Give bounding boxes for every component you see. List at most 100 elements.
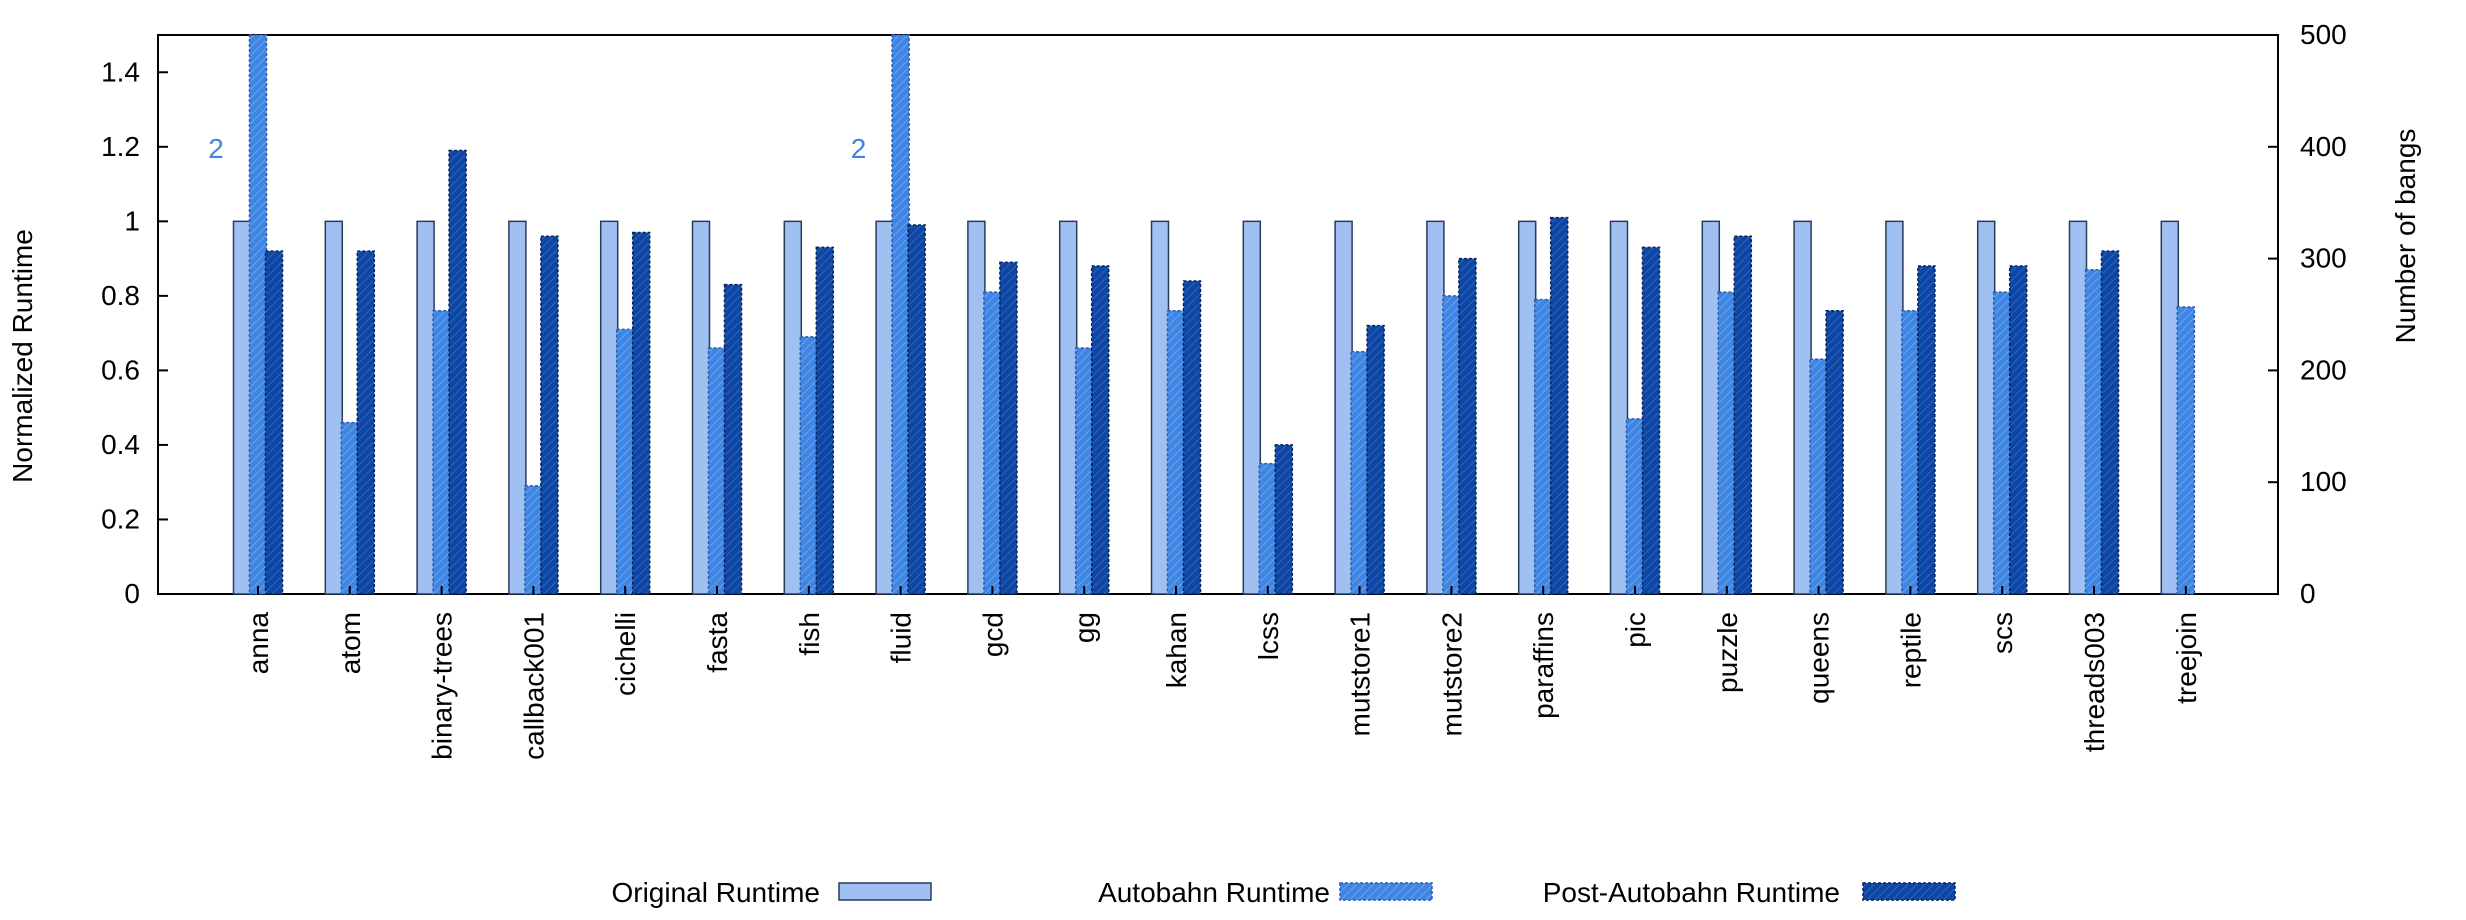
legend: Original Runtime Autobahn Runtime Post-Aut… <box>611 877 1956 908</box>
bar-post-autobahn-runtimemutstore2 <box>1458 257 1477 595</box>
y-tick-label: 0.4 <box>101 429 140 460</box>
x-tick-label: anna <box>243 612 274 675</box>
bar-original-runtimefluid <box>875 220 894 595</box>
bar-post-autobahn-runtimeatom <box>356 250 376 595</box>
bar-autobahn-runtimecallback001 <box>524 485 543 595</box>
bar-autobahn-runtimequeens <box>1809 358 1828 595</box>
bar-post-autobahn-runtimebinary-trees <box>448 149 467 595</box>
bar-post-autobahn-runtimemutstore1 <box>1366 324 1385 595</box>
x-tick-label: threads003 <box>2079 612 2110 752</box>
bar-original-runtimefasta <box>691 220 711 595</box>
bar-original-runtimecichelli <box>599 220 619 595</box>
bar-original-runtimefish <box>783 220 803 595</box>
legend-label: Post-Autobahn Runtime <box>1543 877 1840 908</box>
bar-post-autobahn-runtimegg <box>1090 265 1110 595</box>
bar-autobahn-runtimeparaffins <box>1533 298 1553 595</box>
bar-original-runtimegg <box>1058 220 1078 595</box>
bar-autobahn-runtimegg <box>1074 347 1094 595</box>
x-tick-label: mutstore2 <box>1436 612 1467 737</box>
x-tick-label: fish <box>794 612 825 656</box>
bar-original-runtimepuzzle <box>1701 220 1721 595</box>
bar-post-autobahn-runtimegcd <box>999 261 1018 595</box>
bar-autobahn-runtimescs <box>1992 291 2012 595</box>
x-tick-label: fasta <box>702 612 733 673</box>
bar-original-runtimeanna <box>232 220 252 595</box>
bar-original-runtimekahan <box>1150 220 1170 595</box>
bar-post-autobahn-runtimefish <box>815 246 835 595</box>
bar-original-runtimethreads003 <box>2068 220 2088 595</box>
bar-original-runtimescs <box>1976 220 1996 595</box>
bar-autobahn-runtimereptile <box>1901 310 1920 595</box>
bar-autobahn-runtimefish <box>799 336 819 595</box>
bar-original-runtimebinary-trees <box>416 220 435 595</box>
legend-swatch <box>1862 882 1956 901</box>
bar-original-runtimepic <box>1609 220 1629 595</box>
bar-autobahn-runtimepic <box>1625 418 1645 595</box>
y2-tick-label: 300 <box>2300 243 2347 274</box>
bar-original-runtimeparaffins <box>1517 220 1537 595</box>
bar-autobahn-runtimetreejoin <box>2176 306 2196 595</box>
bar-post-autobahn-runtimecallback001 <box>540 235 559 595</box>
y2-tick-label: 400 <box>2300 131 2347 162</box>
bar-post-autobahn-runtimequeens <box>1825 310 1844 595</box>
bar-original-runtimecallback001 <box>508 220 527 595</box>
bar-original-runtimemutstore2 <box>1426 220 1445 595</box>
bar-original-runtimetreejoin <box>2160 220 2180 595</box>
bar-post-autobahn-runtimereptile <box>1917 265 1936 595</box>
x-tick-label: reptile <box>1895 612 1926 688</box>
bar-post-autobahn-runtimefluid <box>907 224 926 595</box>
bar-autobahn-runtimeanna <box>248 34 268 595</box>
x-tick-label: paraffins <box>1528 612 1559 719</box>
bar-original-runtimemutstore1 <box>1334 220 1353 595</box>
bar-autobahn-runtimepuzzle <box>1717 291 1737 595</box>
x-tick-label: binary-trees <box>427 612 458 760</box>
bar-autobahn-runtimemutstore1 <box>1350 351 1369 595</box>
x-tick-label: gcd <box>977 612 1008 657</box>
y2-tick-label: 200 <box>2300 354 2347 385</box>
x-tick-label: atom <box>335 612 366 674</box>
overflow-value-label: 2 <box>208 133 224 164</box>
bar-post-autobahn-runtimelcss <box>1274 444 1294 595</box>
bar-original-runtimequeens <box>1793 220 1812 595</box>
bar-post-autobahn-runtimefasta <box>723 283 743 595</box>
x-tick-label: kahan <box>1161 612 1192 688</box>
bar-post-autobahn-runtimeanna <box>264 250 284 595</box>
x-tick-label: scs <box>1987 612 2018 654</box>
x-tick-label: pic <box>1620 612 1651 648</box>
bar-autobahn-runtimemutstore2 <box>1442 295 1461 595</box>
bar-autobahn-runtimefasta <box>707 347 727 595</box>
y-tick-label: 1.2 <box>101 131 140 162</box>
bar-post-autobahn-runtimekahan <box>1182 280 1202 595</box>
bar-autobahn-runtimeatom <box>340 421 360 595</box>
bar-autobahn-runtimefluid <box>891 34 910 595</box>
bar-post-autobahn-runtimethreads003 <box>2100 250 2120 595</box>
bar-post-autobahn-runtimeparaffins <box>1549 216 1569 595</box>
bar-autobahn-runtimebinary-trees <box>432 310 451 595</box>
bar-autobahn-runtimelcss <box>1258 462 1278 595</box>
bar-original-runtimelcss <box>1242 220 1262 595</box>
legend-label: Original Runtime <box>611 877 820 908</box>
bar-original-runtimegcd <box>967 220 986 595</box>
legend-label: Autobahn Runtime <box>1098 877 1330 908</box>
y2-axis-label: Number of bangs <box>2390 129 2421 344</box>
plot-area: 0 0.2 0.4 0.6 0.8 1 1.2 1.4 0 100 200 300 400 500 anna… <box>101 19 2347 760</box>
x-tick-label: gg <box>1069 612 1100 643</box>
x-tick-label: lcss <box>1253 612 1284 660</box>
y-tick-label: 0.8 <box>101 280 140 311</box>
bar-post-autobahn-runtimepuzzle <box>1733 235 1753 595</box>
plot-frame <box>157 34 2279 595</box>
legend-swatch <box>1339 882 1433 901</box>
y-tick-label: 0.6 <box>101 354 140 385</box>
bar-post-autobahn-runtimepic <box>1641 246 1661 595</box>
x-tick-label: puzzle <box>1712 612 1743 693</box>
x-tick-label: mutstore1 <box>1345 612 1376 737</box>
overflow-value-label: 2 <box>851 133 867 164</box>
y-axis-label: Normalized Runtime <box>7 229 38 483</box>
x-tick-label: treejoin <box>2171 612 2202 704</box>
y2-tick-label: 500 <box>2300 19 2347 50</box>
bar-post-autobahn-runtimecichelli <box>631 231 651 595</box>
bar-autobahn-runtimethreads003 <box>2084 269 2104 595</box>
bar-autobahn-runtimegcd <box>983 291 1002 595</box>
x-tick-label: cichelli <box>610 612 641 696</box>
